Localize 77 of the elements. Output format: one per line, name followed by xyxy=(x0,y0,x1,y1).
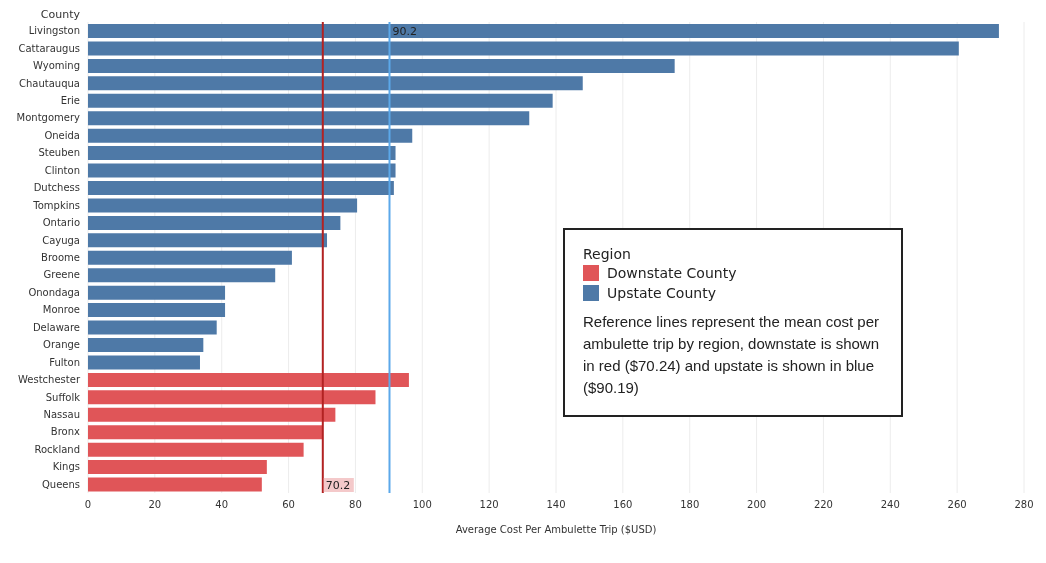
x-axis-title: Average Cost Per Ambulette Trip ($USD) xyxy=(455,524,657,535)
bar xyxy=(88,111,530,126)
x-tick-label: 200 xyxy=(747,499,767,511)
annotation: Reference lines represent the mean cost per ambulette trip by region, downstate is shown in red ($70.24) and upstate is shown in blue ($90.19) xyxy=(583,312,880,398)
bar xyxy=(88,41,959,56)
x-tick-label: 100 xyxy=(412,499,432,511)
x-tick-label: 80 xyxy=(349,499,362,511)
bar xyxy=(88,268,276,283)
y-tick-label: Livingston xyxy=(28,25,80,37)
y-tick-label: Westchester xyxy=(18,374,81,386)
y-axis-title: County xyxy=(39,8,80,21)
legend-title: Region xyxy=(583,246,632,262)
bar xyxy=(88,320,217,335)
bar xyxy=(88,285,226,300)
y-tick-label: Erie xyxy=(60,95,80,107)
bar xyxy=(88,146,396,161)
x-tick-label: 120 xyxy=(479,499,499,511)
x-tick-label: 240 xyxy=(880,499,900,511)
y-tick-label: Wyoming xyxy=(33,60,80,72)
x-tick-label: 280 xyxy=(1014,499,1034,511)
ref-line-label: 70.2 xyxy=(325,479,351,492)
y-tick-label: Orange xyxy=(43,339,80,351)
y-tick-label: Rockland xyxy=(34,443,80,455)
bar xyxy=(88,460,267,475)
y-tick-label: Queens xyxy=(41,478,80,490)
bar xyxy=(88,407,336,422)
bar xyxy=(88,128,413,143)
x-tick-label: 160 xyxy=(613,499,633,511)
y-tick-label: Onondaga xyxy=(28,286,80,298)
bar xyxy=(88,233,328,248)
x-tick-label: 0 xyxy=(84,499,92,511)
y-tick-label: Monroe xyxy=(42,304,80,316)
legend-label: Upstate County xyxy=(607,285,716,301)
y-tick-label: Broome xyxy=(41,252,80,264)
y-tick-label: Nassau xyxy=(43,409,80,421)
bar xyxy=(88,24,999,38)
y-tick-label: Delaware xyxy=(32,321,80,333)
x-tick-label: 140 xyxy=(546,499,566,511)
y-tick-label: Fulton xyxy=(49,356,80,368)
y-tick-label: Montgomery xyxy=(16,112,81,124)
bar xyxy=(88,355,200,370)
y-tick-label: Greene xyxy=(43,269,80,281)
bar xyxy=(88,442,304,457)
y-tick-label: Cattaraugus xyxy=(18,42,80,54)
x-tick-label: 20 xyxy=(148,499,162,511)
bar xyxy=(88,338,204,352)
x-tick-label: 260 xyxy=(947,499,967,511)
x-tick-label: 40 xyxy=(215,499,229,511)
y-tick-label: Chautauqua xyxy=(19,77,80,89)
bar xyxy=(88,477,262,492)
y-tick-label: Tompkins xyxy=(32,199,80,211)
x-tick-label: 180 xyxy=(680,499,700,511)
y-tick-label: Cayuga xyxy=(42,234,80,246)
bar xyxy=(88,93,553,108)
ref-line-label: 90.2 xyxy=(392,25,417,38)
x-tick-label: 60 xyxy=(282,499,295,511)
bar xyxy=(88,303,226,318)
bar xyxy=(88,163,396,178)
y-tick-label: Bronx xyxy=(50,426,81,438)
y-tick-label: Ontario xyxy=(42,217,80,229)
bar xyxy=(88,390,376,405)
x-tick-label: 220 xyxy=(813,499,833,511)
bar xyxy=(88,198,358,213)
y-tick-label: Suffolk xyxy=(45,391,81,403)
bar xyxy=(88,215,341,230)
bar xyxy=(88,76,583,91)
y-tick-label: Oneida xyxy=(44,129,80,141)
bar xyxy=(88,58,675,73)
legend-label: Downstate County xyxy=(607,265,737,281)
bar xyxy=(88,372,409,387)
y-tick-label: Dutchess xyxy=(33,182,80,194)
y-tick-label: Steuben xyxy=(38,147,80,159)
bar xyxy=(88,250,292,265)
y-tick-label: Clinton xyxy=(44,164,80,176)
bar xyxy=(88,181,394,195)
bar xyxy=(88,425,322,440)
y-tick-label: Kings xyxy=(52,461,80,473)
